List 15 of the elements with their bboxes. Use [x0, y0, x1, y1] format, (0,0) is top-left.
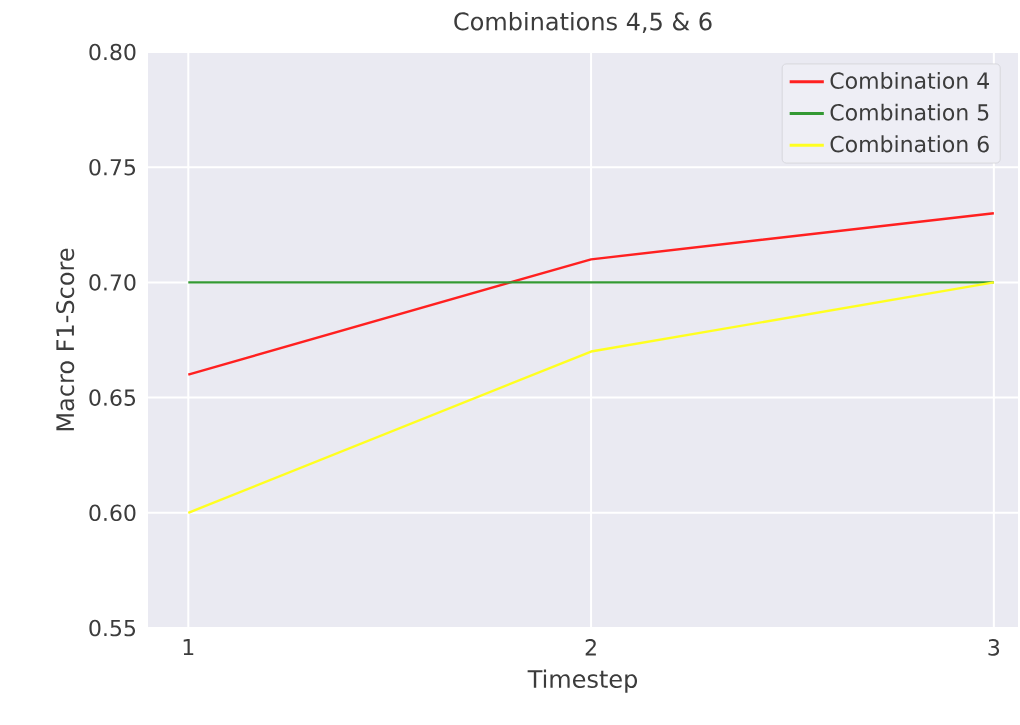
x-tick-label: 1 — [183, 639, 194, 656]
legend-label: Combination 6 — [830, 135, 989, 153]
legend-label: Combination 4 — [830, 71, 989, 89]
x-tick-label: 2 — [585, 639, 596, 656]
legend-label: Combination 5 — [830, 103, 989, 121]
y-tick-label: 0.60 — [89, 504, 136, 522]
y-tick-label: 0.75 — [89, 158, 136, 176]
y-axis-title: Macro F1-Score — [56, 248, 75, 431]
chart-title: Combinations 4,5 & 6 — [454, 11, 712, 33]
x-axis-title: Timestep — [527, 669, 638, 693]
y-tick-label: 0.80 — [89, 43, 136, 61]
y-tick-label: 0.65 — [89, 389, 136, 406]
y-tick-label: 0.55 — [89, 619, 136, 637]
y-tick-label: 0.70 — [89, 274, 136, 291]
x-tick-label: 3 — [988, 639, 1000, 656]
